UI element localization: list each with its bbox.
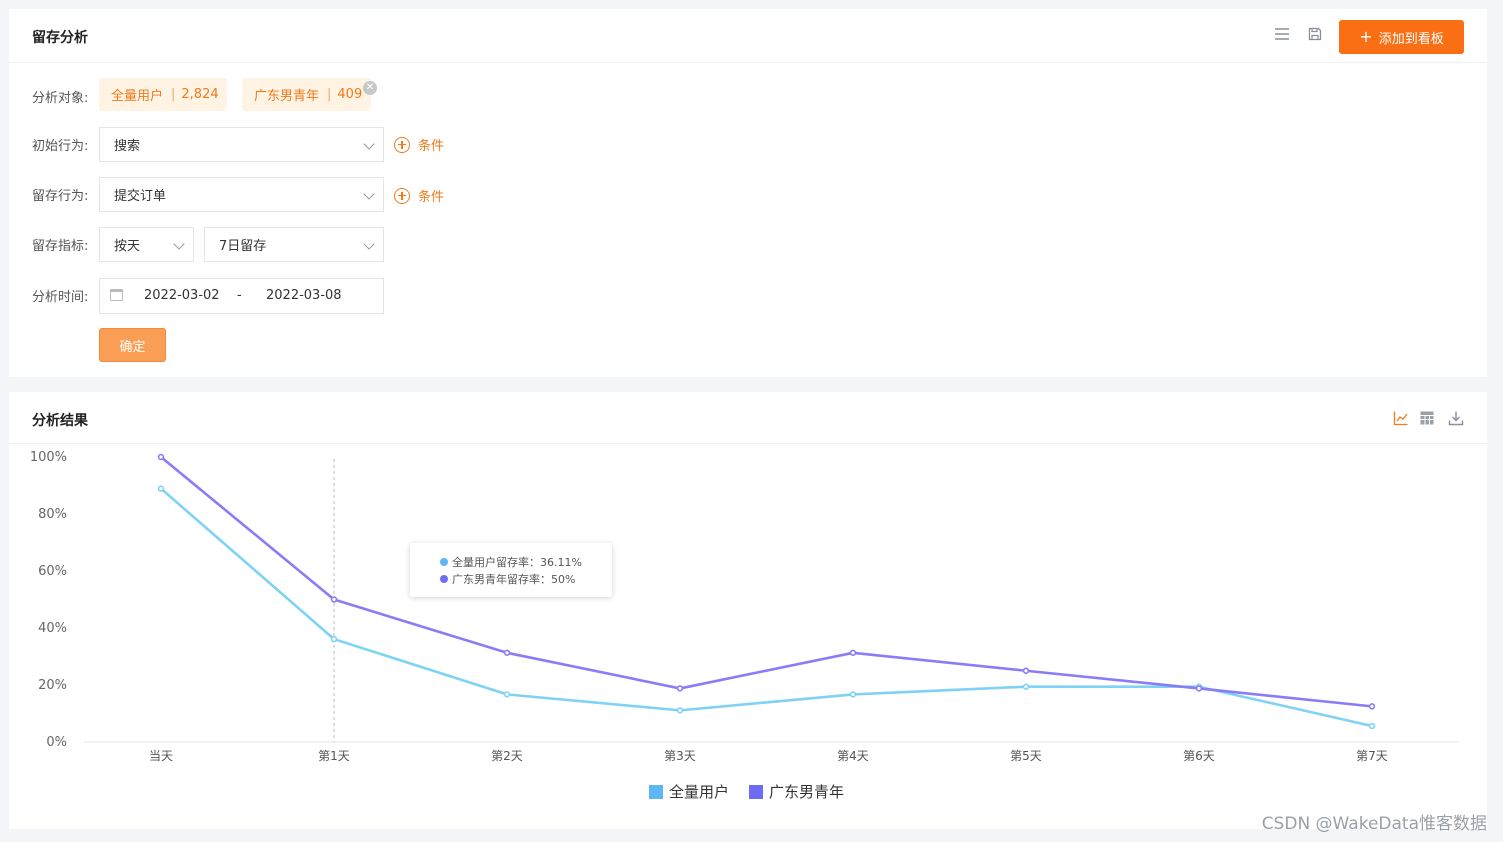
tooltip-row: 广东男青年留存率：50%: [440, 571, 612, 588]
result-title: 分析结果: [32, 413, 88, 429]
y-tick-label: 60%: [38, 564, 67, 579]
plus-circle-icon: [394, 136, 410, 153]
condition-label: 条件: [418, 139, 445, 154]
data-point: [157, 453, 165, 461]
analysis-result-panel: 分析结果 0% 20% 40% 60% 80% 100% 当天 第1天 第2天 第3天 第4天 第5天…: [9, 392, 1487, 829]
legend-swatch: [649, 784, 663, 799]
data-point: [330, 635, 338, 643]
y-tick-label: 20%: [38, 678, 67, 693]
metric-label: 留存指标:: [32, 239, 89, 254]
add-initial-condition-button[interactable]: 条件: [394, 135, 444, 154]
data-point: [1022, 683, 1030, 690]
metric-select[interactable]: 7日留存: [204, 227, 384, 262]
analysis-config-panel: 留存分析 + 添加到看板 分析对象: 全量用户 | 2,824 广东男青年 | …: [9, 9, 1487, 377]
y-tick-label: 40%: [38, 621, 67, 636]
calendar-icon: [110, 289, 123, 301]
x-tick-label: 当天: [149, 749, 173, 763]
data-point: [503, 691, 511, 698]
tooltip-text: 广东男青年留存率：50%: [452, 573, 576, 586]
tooltip-dot: [440, 575, 448, 583]
initial-action-label: 初始行为:: [32, 139, 89, 154]
subject-tag-all-users[interactable]: 全量用户 | 2,824: [99, 78, 227, 111]
initial-action-value: 搜索: [114, 139, 141, 154]
subject-name: 广东男青年: [254, 89, 320, 104]
data-point: [503, 649, 511, 656]
subjects-label: 分析对象:: [32, 91, 89, 106]
x-tick-label: 第3天: [664, 749, 696, 763]
x-tick-label: 第5天: [1010, 749, 1042, 763]
subject-count: 409: [337, 87, 363, 102]
data-point: [849, 691, 857, 698]
retention-action-select[interactable]: 提交订单: [99, 177, 384, 212]
save-icon[interactable]: [1306, 27, 1324, 45]
metric-unit-select[interactable]: 按天: [99, 227, 194, 262]
y-tick-label: 80%: [38, 507, 67, 522]
watermark: CSDN @WakeData惟客数据: [1261, 814, 1487, 834]
confirm-button[interactable]: 确定: [99, 328, 166, 362]
retention-action-label: 留存行为:: [32, 189, 89, 204]
data-point: [1195, 685, 1203, 692]
y-tick-label: 0%: [46, 735, 67, 750]
table-icon[interactable]: [1419, 410, 1435, 426]
tooltip-dot: [440, 558, 448, 566]
config-panel-header: 留存分析 + 添加到看板: [9, 9, 1487, 63]
remove-subject-icon[interactable]: ✕: [363, 81, 377, 95]
retention-line-chart[interactable]: 0% 20% 40% 60% 80% 100% 当天 第1天 第2天 第3天 第4天 第5天 第6天 第7…: [9, 444, 1487, 774]
chevron-down-icon: [173, 238, 185, 250]
plus-icon: +: [1359, 27, 1373, 46]
subject-name: 全量用户: [111, 89, 164, 104]
chart-tooltip: 全量用户留存率：36.11% 广东男青年留存率：50%: [410, 543, 612, 597]
chart-legend: 全量用户 广东男青年: [649, 781, 844, 802]
date-start: 2022-03-02: [144, 288, 220, 303]
data-point: [330, 596, 338, 603]
result-panel-header: 分析结果: [9, 392, 1487, 444]
legend-label: 全量用户: [669, 783, 730, 801]
legend-swatch: [749, 784, 764, 799]
data-point: [676, 685, 684, 692]
legend-label: 广东男青年: [769, 783, 845, 801]
data-point: [1022, 667, 1030, 674]
initial-action-select[interactable]: 搜索: [99, 127, 384, 162]
metric-unit-value: 按天: [114, 239, 141, 254]
date-separator: -: [237, 288, 242, 303]
x-tick-label: 第7天: [1356, 749, 1388, 763]
chevron-down-icon: [363, 138, 375, 150]
page-title: 留存分析: [32, 30, 88, 46]
data-point: [157, 485, 165, 492]
subject-tag-guangdong[interactable]: 广东男青年 | 409: [242, 78, 371, 111]
retention-action-value: 提交订单: [114, 189, 167, 204]
tooltip-row: 全量用户留存率：36.11%: [440, 554, 612, 571]
data-point: [1368, 703, 1376, 710]
series-line: [160, 455, 1373, 708]
x-tick-label: 第1天: [318, 749, 350, 763]
x-tick-label: 第2天: [491, 749, 523, 763]
metric-value: 7日留存: [219, 239, 267, 254]
data-point: [676, 707, 684, 714]
subject-count: 2,824: [181, 87, 219, 102]
date-end: 2022-03-08: [266, 288, 342, 303]
line-chart-icon[interactable]: [1393, 410, 1409, 426]
time-label: 分析时间:: [32, 290, 89, 305]
add-retention-condition-button[interactable]: 条件: [394, 186, 444, 205]
x-tick-label: 第4天: [837, 749, 869, 763]
legend-item-all-users[interactable]: 全量用户: [649, 781, 729, 802]
plus-circle-icon: [394, 187, 410, 204]
data-point: [1368, 722, 1376, 730]
condition-label: 条件: [418, 190, 445, 205]
x-tick-label: 第6天: [1183, 749, 1215, 763]
menu-icon[interactable]: [1273, 27, 1291, 45]
y-tick-label: 100%: [30, 450, 67, 465]
legend-item-guangdong[interactable]: 广东男青年: [749, 781, 844, 802]
add-to-dashboard-label: 添加到看板: [1378, 31, 1444, 47]
chevron-down-icon: [363, 238, 375, 250]
chevron-down-icon: [363, 188, 375, 200]
add-to-dashboard-button[interactable]: + 添加到看板: [1339, 20, 1464, 54]
data-point: [849, 649, 857, 656]
date-range-picker[interactable]: 2022-03-02 - 2022-03-08: [99, 278, 384, 314]
series-line: [160, 487, 1373, 728]
download-icon[interactable]: [1448, 410, 1464, 426]
tooltip-text: 全量用户留存率：36.11%: [452, 556, 582, 569]
